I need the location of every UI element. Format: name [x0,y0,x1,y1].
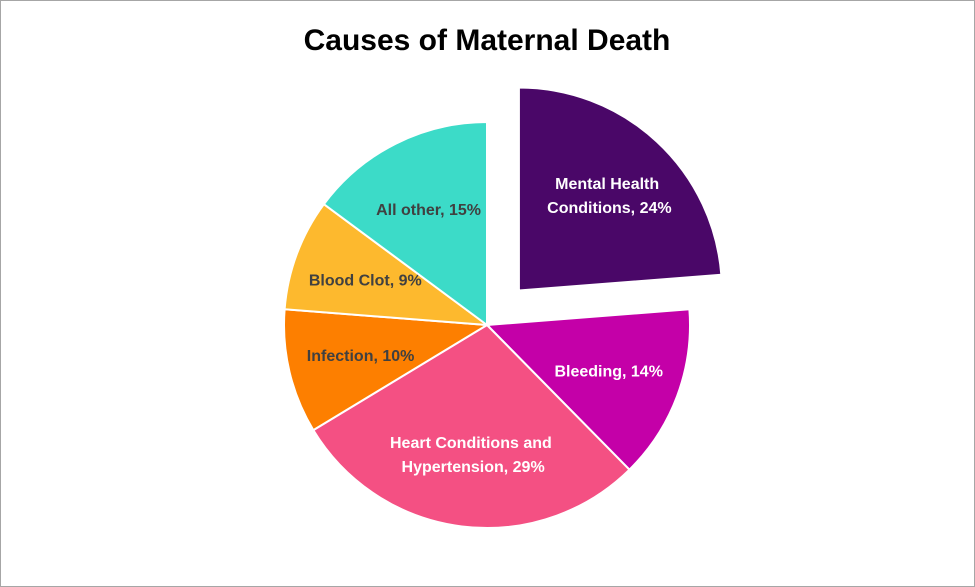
data-label: Infection, 10% [307,348,415,365]
pie-slice [283,202,491,327]
data-label: Heart Conditions and Hypertension, 29% [390,435,552,476]
data-label: Blood Clot, 9% [309,273,422,290]
pie-slice [322,120,488,327]
pie-slice [283,308,491,432]
pie-slice [517,86,723,292]
pie-slice [484,308,691,472]
data-label: Mental Health Conditions, 24% [543,176,672,217]
pie-slice [311,323,631,529]
data-label: All other, 15% [376,202,481,219]
chart-title: Causes of Maternal Death [304,24,671,57]
data-label: Bleeding, 14% [554,363,662,380]
